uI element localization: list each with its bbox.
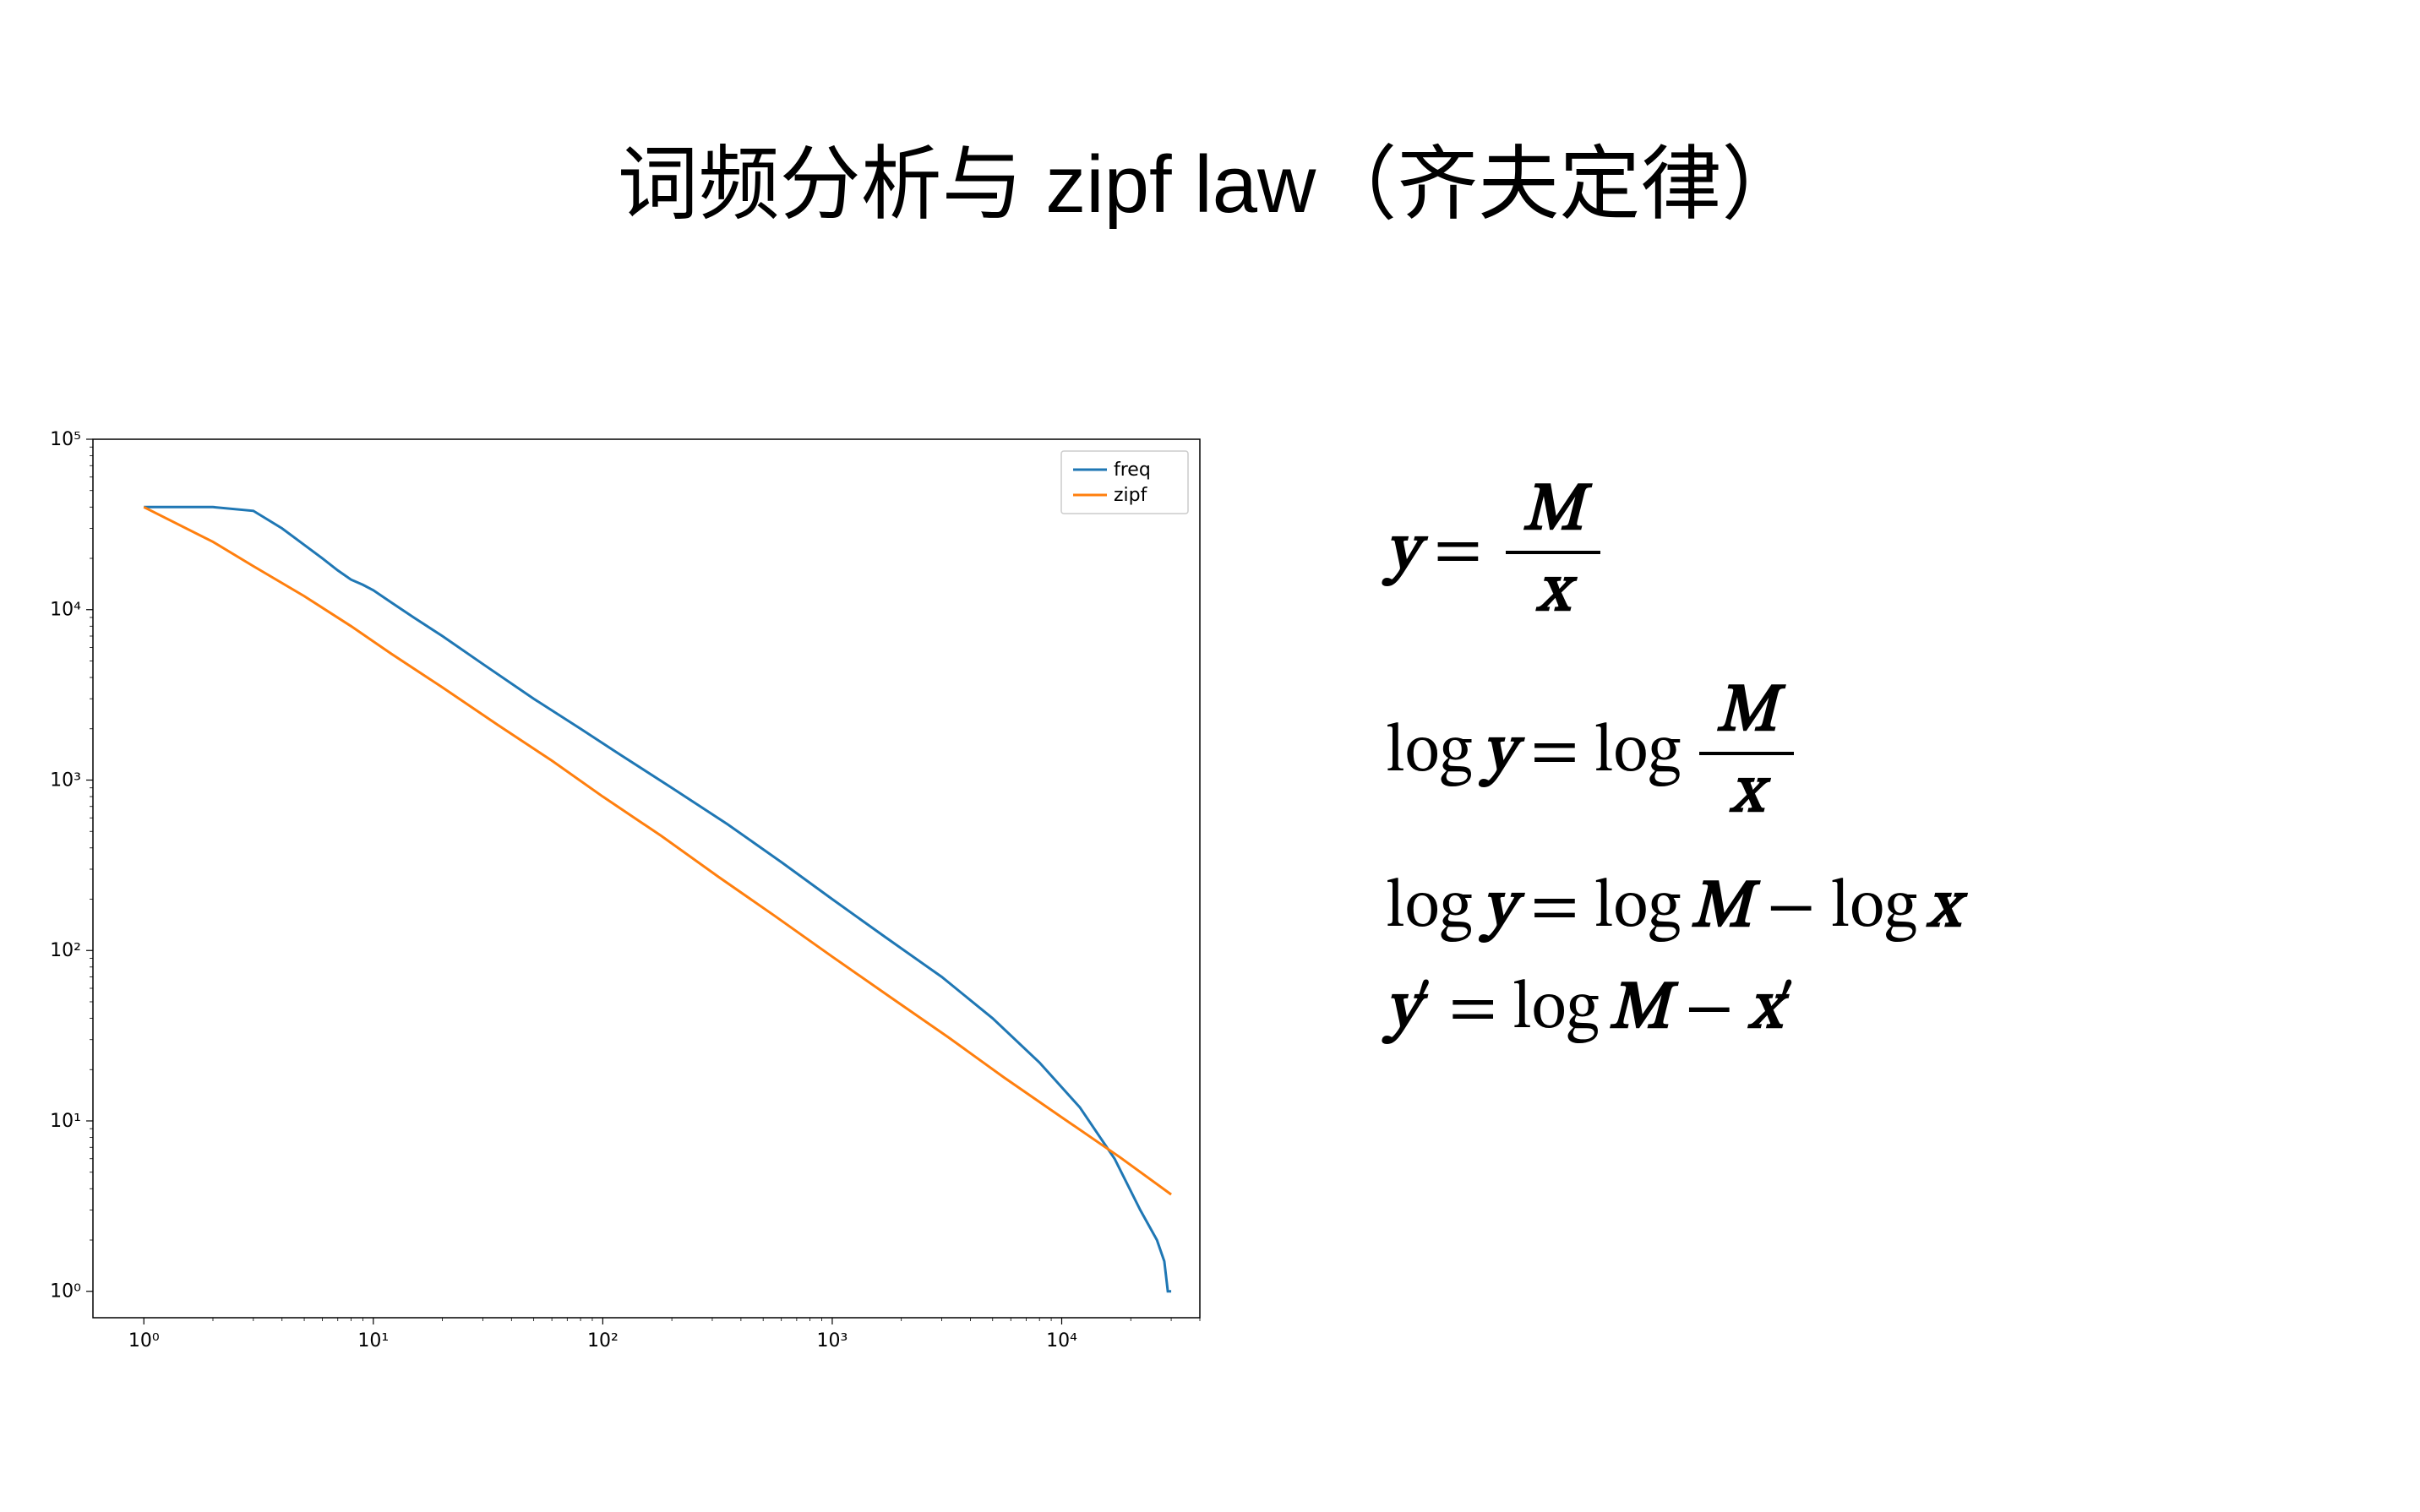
var-M: M <box>1691 875 1752 943</box>
denominator-x: x <box>1714 755 1780 833</box>
var-M: M <box>1609 976 1670 1044</box>
equation-1: y = M x <box>1386 473 2400 632</box>
log-func: log <box>1512 976 1599 1044</box>
svg-text:10³: 10³ <box>50 770 81 791</box>
minus-sign: − <box>1670 976 1749 1044</box>
var-x: x <box>1927 875 1959 943</box>
numerator-M: M <box>1699 674 1794 752</box>
page-title: 词频分析与 zipf law（齐夫定律） <box>0 118 2420 236</box>
equals-sign: = <box>1515 875 1594 943</box>
equals-sign: = <box>1419 519 1498 586</box>
svg-text:zipf: zipf <box>1114 485 1148 506</box>
log-func: log <box>1386 720 1472 787</box>
equals-sign: = <box>1515 720 1594 787</box>
log-func: log <box>1830 875 1916 943</box>
svg-text:10⁰: 10⁰ <box>50 1281 81 1303</box>
equation-3: log y = log M − log x <box>1386 875 2400 943</box>
var-y: y <box>1482 875 1515 943</box>
svg-text:10²: 10² <box>587 1330 619 1352</box>
svg-text:10⁴: 10⁴ <box>1046 1330 1077 1352</box>
svg-text:10³: 10³ <box>817 1330 848 1352</box>
fraction-M-over-x: M x <box>1506 473 1600 632</box>
svg-text:10¹: 10¹ <box>357 1330 389 1352</box>
svg-text:10⁵: 10⁵ <box>50 429 81 450</box>
numerator-M: M <box>1506 473 1600 551</box>
log-func: log <box>1594 875 1681 943</box>
equation-4: y ′ = log M − x ′ <box>1386 976 2400 1044</box>
fraction-M-over-x: M x <box>1699 674 1794 833</box>
svg-text:10¹: 10¹ <box>50 1111 81 1132</box>
var-y: y <box>1386 519 1419 586</box>
svg-text:10⁴: 10⁴ <box>50 600 81 621</box>
svg-text:freq: freq <box>1114 460 1151 481</box>
svg-text:10²: 10² <box>50 940 81 961</box>
prime-mark: ′ <box>1776 976 1796 1044</box>
prime-mark: ′ <box>1414 976 1434 1044</box>
minus-sign: − <box>1752 875 1831 943</box>
var-y: y <box>1482 720 1515 787</box>
equals-sign: = <box>1433 976 1512 1044</box>
log-func: log <box>1386 875 1472 943</box>
equation-2: log y = log M x <box>1386 674 2400 833</box>
zipf-chart: 10⁰ 10¹ 10² 10³ 10⁴ 10⁰ 10¹ 10² 10³ 10⁴ 10⁵ freq zip… <box>0 422 1225 1377</box>
denominator-x: x <box>1520 554 1586 632</box>
formula-block: y = M x log y = log M x log y = log M − … <box>1386 473 2400 1078</box>
log-func: log <box>1594 720 1681 787</box>
svg-text:10⁰: 10⁰ <box>128 1330 160 1352</box>
